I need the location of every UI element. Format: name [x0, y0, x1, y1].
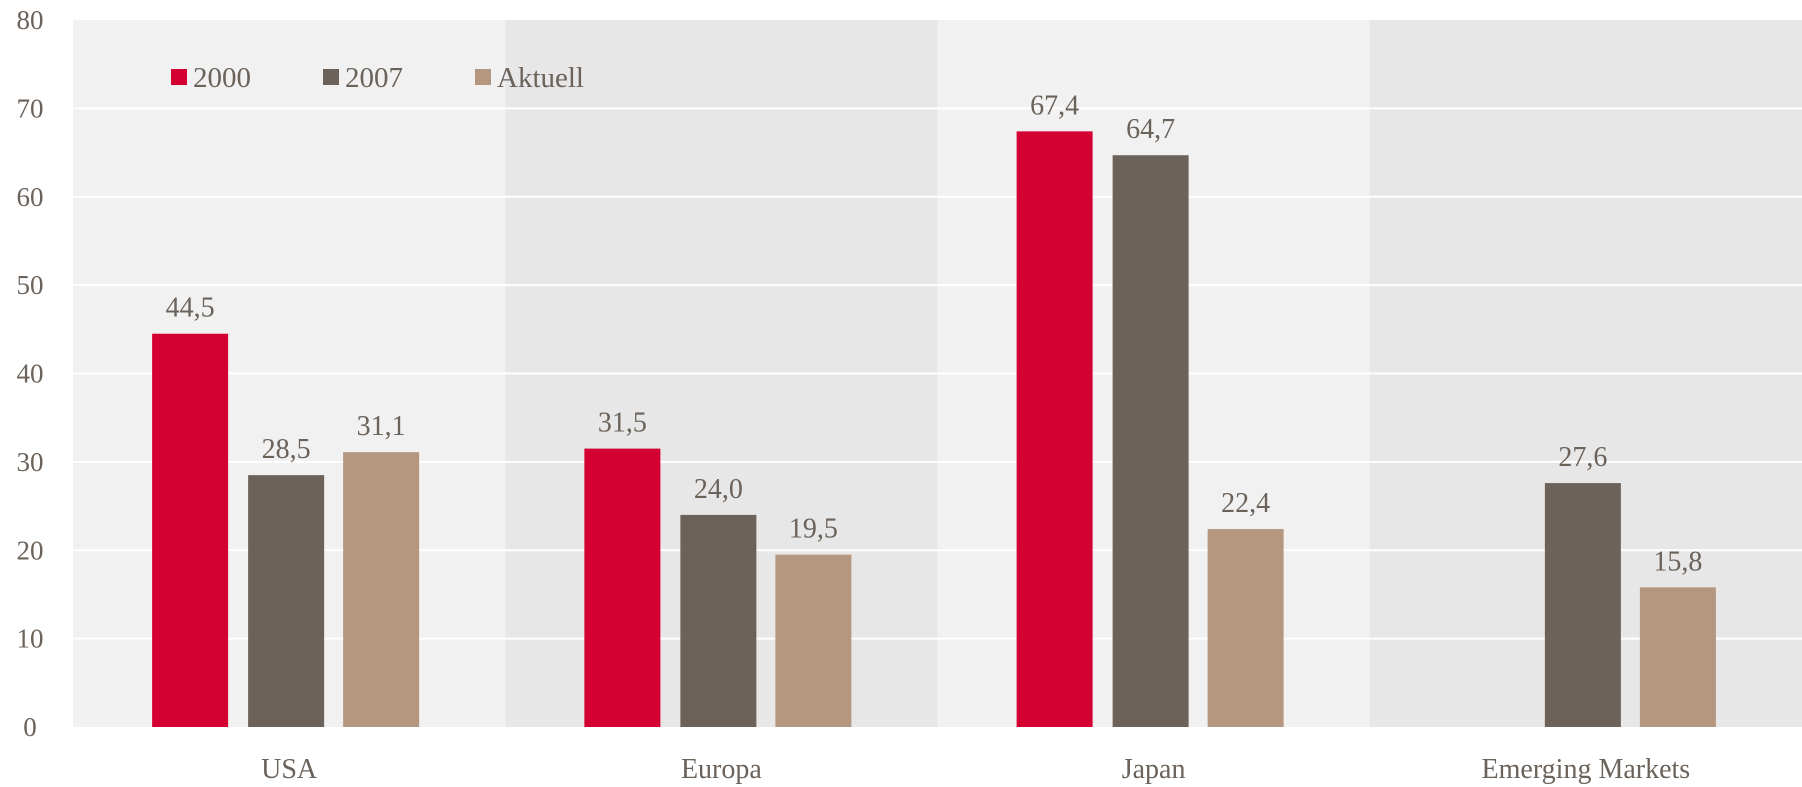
data-label: 19,5: [789, 514, 838, 545]
y-tick-label: 60: [17, 182, 44, 212]
bar-2007-europa: [680, 514, 757, 727]
bar-2007-emerging-markets: [1544, 483, 1621, 727]
bar-aktuell-europa: [775, 554, 852, 727]
legend-label: 2007: [345, 62, 403, 94]
y-tick-label: 10: [17, 624, 44, 654]
y-tick-label: 0: [23, 712, 37, 742]
y-tick-label: 70: [17, 93, 44, 123]
x-category-label: Japan: [1122, 754, 1186, 785]
data-label: 27,6: [1558, 442, 1607, 473]
y-axis-tick-labels: 0 10 20 30 40 50 60 70 80: [17, 5, 44, 742]
bar-2000-usa: [152, 333, 229, 727]
legend-item-2000: 2000: [171, 62, 251, 94]
bar-aktuell-emerging-markets: [1639, 587, 1716, 727]
legend-swatch: [323, 69, 339, 85]
x-category-label: Europa: [681, 754, 762, 785]
bar-aktuell-japan: [1207, 529, 1284, 727]
data-label: 22,4: [1221, 488, 1270, 519]
data-label: 31,5: [598, 408, 647, 439]
x-axis-category-labels: USA Europa Japan Emerging Markets: [261, 754, 1690, 785]
data-label: 24,0: [694, 474, 743, 505]
y-tick-label: 50: [17, 270, 44, 300]
data-label: 44,5: [166, 293, 215, 324]
legend-swatch: [475, 69, 491, 85]
y-tick-label: 80: [17, 5, 44, 35]
data-label: 64,7: [1126, 114, 1175, 145]
data-label: 31,1: [357, 411, 406, 442]
y-tick-label: 40: [17, 359, 44, 389]
bar-2000-japan: [1016, 131, 1093, 728]
bar-2007-japan: [1112, 155, 1189, 727]
legend-item-2007: 2007: [323, 62, 403, 94]
data-label: 67,4: [1030, 90, 1079, 121]
x-category-label: USA: [261, 754, 318, 785]
legend-label: 2000: [193, 62, 251, 94]
x-category-label: Emerging Markets: [1482, 754, 1691, 785]
bar-2007-usa: [248, 475, 325, 727]
data-label: 28,5: [262, 434, 311, 465]
y-tick-label: 30: [17, 447, 44, 477]
y-tick-label: 20: [17, 535, 44, 565]
bars: [152, 131, 1716, 728]
legend-swatch: [171, 69, 187, 85]
bar-aktuell-usa: [343, 452, 420, 727]
data-label: 15,8: [1653, 546, 1702, 577]
legend: 2000 2007 Aktuell: [171, 62, 584, 94]
legend-label: Aktuell: [497, 62, 584, 94]
bar-2000-europa: [584, 448, 661, 727]
data-labels: 44,5 31,5 67,4 28,5 24,0 64,7 27,6 31,1 19,5 22,4…: [166, 90, 1703, 577]
legend-item-aktuell: Aktuell: [475, 62, 584, 94]
